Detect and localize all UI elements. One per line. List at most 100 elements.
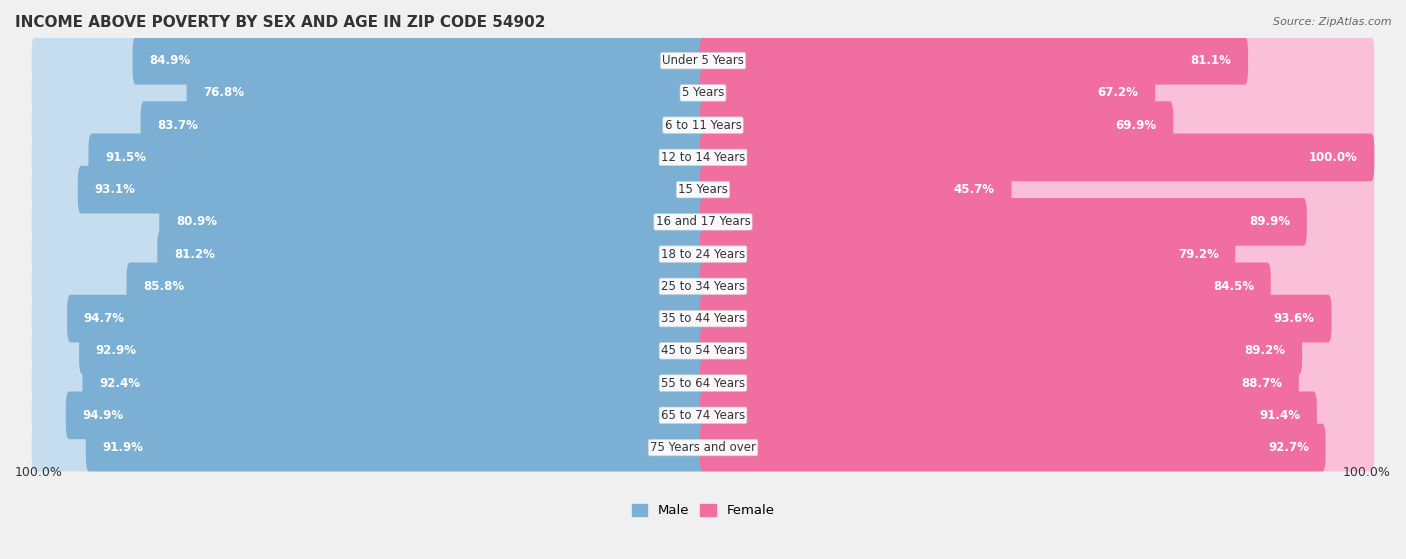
FancyBboxPatch shape bbox=[700, 198, 1306, 246]
Text: 83.7%: 83.7% bbox=[157, 119, 198, 132]
Text: 89.2%: 89.2% bbox=[1244, 344, 1285, 357]
FancyBboxPatch shape bbox=[32, 69, 706, 117]
Text: 100.0%: 100.0% bbox=[1309, 151, 1358, 164]
Text: 75 Years and over: 75 Years and over bbox=[650, 441, 756, 454]
FancyBboxPatch shape bbox=[700, 134, 1374, 181]
FancyBboxPatch shape bbox=[32, 327, 706, 375]
FancyBboxPatch shape bbox=[83, 359, 706, 407]
FancyBboxPatch shape bbox=[700, 37, 1374, 84]
Text: INCOME ABOVE POVERTY BY SEX AND AGE IN ZIP CODE 54902: INCOME ABOVE POVERTY BY SEX AND AGE IN Z… bbox=[15, 15, 546, 30]
Text: 91.4%: 91.4% bbox=[1260, 409, 1301, 422]
FancyBboxPatch shape bbox=[700, 134, 1374, 181]
FancyBboxPatch shape bbox=[700, 69, 1374, 117]
FancyBboxPatch shape bbox=[32, 362, 1374, 404]
Text: 100.0%: 100.0% bbox=[1343, 466, 1391, 479]
FancyBboxPatch shape bbox=[32, 198, 706, 246]
FancyBboxPatch shape bbox=[89, 134, 706, 181]
Text: 85.8%: 85.8% bbox=[143, 280, 184, 293]
Text: 55 to 64 Years: 55 to 64 Years bbox=[661, 377, 745, 390]
FancyBboxPatch shape bbox=[700, 424, 1374, 471]
Text: 76.8%: 76.8% bbox=[204, 87, 245, 100]
Text: 84.5%: 84.5% bbox=[1213, 280, 1254, 293]
Text: 79.2%: 79.2% bbox=[1178, 248, 1219, 260]
FancyBboxPatch shape bbox=[700, 263, 1271, 310]
FancyBboxPatch shape bbox=[32, 394, 1374, 437]
Text: 18 to 24 Years: 18 to 24 Years bbox=[661, 248, 745, 260]
Text: 94.9%: 94.9% bbox=[83, 409, 124, 422]
FancyBboxPatch shape bbox=[86, 424, 706, 471]
FancyBboxPatch shape bbox=[32, 359, 706, 407]
FancyBboxPatch shape bbox=[700, 424, 1326, 471]
FancyBboxPatch shape bbox=[700, 166, 1011, 214]
FancyBboxPatch shape bbox=[159, 198, 706, 246]
FancyBboxPatch shape bbox=[32, 263, 706, 310]
FancyBboxPatch shape bbox=[32, 265, 1374, 307]
Text: 80.9%: 80.9% bbox=[176, 215, 217, 229]
FancyBboxPatch shape bbox=[32, 230, 706, 278]
Text: 93.6%: 93.6% bbox=[1274, 312, 1315, 325]
FancyBboxPatch shape bbox=[700, 391, 1374, 439]
FancyBboxPatch shape bbox=[187, 69, 706, 117]
Text: 15 Years: 15 Years bbox=[678, 183, 728, 196]
FancyBboxPatch shape bbox=[700, 230, 1236, 278]
FancyBboxPatch shape bbox=[32, 101, 706, 149]
FancyBboxPatch shape bbox=[32, 391, 706, 439]
FancyBboxPatch shape bbox=[127, 263, 706, 310]
FancyBboxPatch shape bbox=[700, 327, 1374, 375]
FancyBboxPatch shape bbox=[157, 230, 706, 278]
FancyBboxPatch shape bbox=[66, 391, 706, 439]
FancyBboxPatch shape bbox=[700, 69, 1156, 117]
FancyBboxPatch shape bbox=[700, 263, 1374, 310]
FancyBboxPatch shape bbox=[77, 166, 706, 214]
Text: 93.1%: 93.1% bbox=[94, 183, 135, 196]
FancyBboxPatch shape bbox=[32, 168, 1374, 211]
Text: 12 to 14 Years: 12 to 14 Years bbox=[661, 151, 745, 164]
FancyBboxPatch shape bbox=[32, 39, 1374, 82]
FancyBboxPatch shape bbox=[79, 327, 706, 375]
FancyBboxPatch shape bbox=[32, 134, 706, 181]
FancyBboxPatch shape bbox=[32, 72, 1374, 114]
Text: 6 to 11 Years: 6 to 11 Years bbox=[665, 119, 741, 132]
Text: 81.2%: 81.2% bbox=[174, 248, 215, 260]
FancyBboxPatch shape bbox=[700, 391, 1317, 439]
FancyBboxPatch shape bbox=[32, 233, 1374, 276]
FancyBboxPatch shape bbox=[700, 101, 1374, 149]
Text: 25 to 34 Years: 25 to 34 Years bbox=[661, 280, 745, 293]
FancyBboxPatch shape bbox=[32, 37, 706, 84]
FancyBboxPatch shape bbox=[700, 359, 1299, 407]
Legend: Male, Female: Male, Female bbox=[626, 499, 780, 523]
Text: Source: ZipAtlas.com: Source: ZipAtlas.com bbox=[1274, 17, 1392, 27]
Text: 100.0%: 100.0% bbox=[15, 466, 63, 479]
Text: 65 to 74 Years: 65 to 74 Years bbox=[661, 409, 745, 422]
Text: 91.9%: 91.9% bbox=[103, 441, 143, 454]
Text: 81.1%: 81.1% bbox=[1191, 54, 1232, 67]
Text: 91.5%: 91.5% bbox=[105, 151, 146, 164]
FancyBboxPatch shape bbox=[32, 104, 1374, 146]
FancyBboxPatch shape bbox=[32, 330, 1374, 372]
FancyBboxPatch shape bbox=[67, 295, 706, 343]
FancyBboxPatch shape bbox=[700, 37, 1249, 84]
Text: 35 to 44 Years: 35 to 44 Years bbox=[661, 312, 745, 325]
FancyBboxPatch shape bbox=[32, 166, 706, 214]
Text: 89.9%: 89.9% bbox=[1249, 215, 1291, 229]
Text: 45.7%: 45.7% bbox=[953, 183, 995, 196]
FancyBboxPatch shape bbox=[32, 297, 1374, 340]
FancyBboxPatch shape bbox=[700, 230, 1374, 278]
Text: 92.9%: 92.9% bbox=[96, 344, 136, 357]
Text: 92.4%: 92.4% bbox=[100, 377, 141, 390]
Text: 84.9%: 84.9% bbox=[149, 54, 190, 67]
Text: 5 Years: 5 Years bbox=[682, 87, 724, 100]
Text: Under 5 Years: Under 5 Years bbox=[662, 54, 744, 67]
FancyBboxPatch shape bbox=[700, 198, 1374, 246]
Text: 88.7%: 88.7% bbox=[1241, 377, 1282, 390]
FancyBboxPatch shape bbox=[700, 295, 1331, 343]
Text: 94.7%: 94.7% bbox=[84, 312, 125, 325]
FancyBboxPatch shape bbox=[32, 424, 706, 471]
FancyBboxPatch shape bbox=[32, 201, 1374, 243]
FancyBboxPatch shape bbox=[32, 136, 1374, 179]
Text: 69.9%: 69.9% bbox=[1115, 119, 1157, 132]
FancyBboxPatch shape bbox=[700, 295, 1374, 343]
FancyBboxPatch shape bbox=[700, 101, 1173, 149]
FancyBboxPatch shape bbox=[32, 427, 1374, 469]
Text: 16 and 17 Years: 16 and 17 Years bbox=[655, 215, 751, 229]
